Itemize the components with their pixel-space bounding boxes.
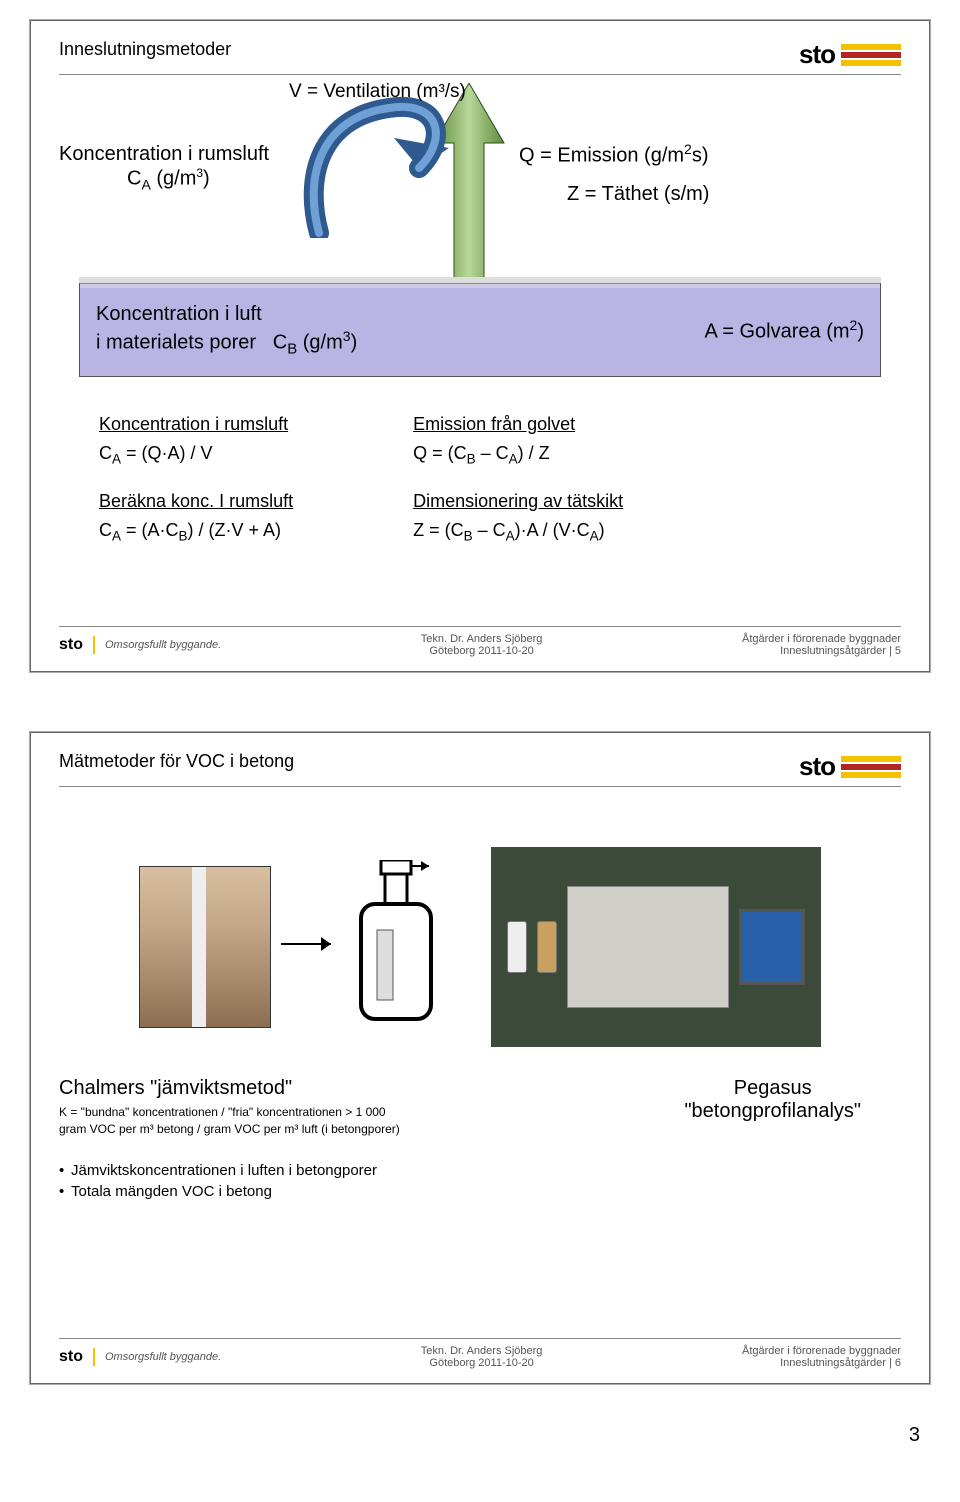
sto-logo: sto <box>799 39 901 70</box>
emission-formula: Q = Emission (g/m2s) <box>519 141 709 168</box>
logo-text: sto <box>799 39 835 70</box>
room-air-concentration: Koncentration i rumsluft CA (g/m3) <box>59 143 269 193</box>
ventilation-formula: V = Ventilation (m³/s) <box>289 81 901 103</box>
page: Inneslutningsmetoder sto V = Ventilation… <box>0 0 960 1487</box>
density-formula: Z = Täthet (s/m) <box>567 183 709 206</box>
formula-head: Dimensionering av tätskikt <box>413 488 623 515</box>
image-row <box>59 847 901 1047</box>
formula-body: CA = (A·CB) / (Z·V + A) <box>99 517 293 547</box>
formula-body: CA = (Q·A) / V <box>99 440 293 470</box>
formula-col-left: Koncentration i rumsluft CA = (Q·A) / V … <box>99 411 293 547</box>
footer-tagline: Omsorgsfullt byggande. <box>105 639 221 651</box>
formula-columns: Koncentration i rumsluft CA = (Q·A) / V … <box>99 411 901 547</box>
floor-area: A = Golvarea (m2) <box>704 317 864 344</box>
monitor-icon <box>739 909 805 985</box>
slide-title: Inneslutningsmetoder <box>59 39 231 60</box>
pegasus-method: Pegasus "betongprofilanalys" <box>684 1077 861 1123</box>
diagram: Koncentration i rumsluft CA (g/m3) Q = E… <box>59 113 901 383</box>
flask-icon <box>351 860 441 1035</box>
bullet-list: •Jämviktskoncentrationen i luften i beto… <box>59 1162 901 1200</box>
instrument-icon <box>567 886 729 1008</box>
footer-tagline: Omsorgsfullt byggande. <box>105 1351 221 1363</box>
footer-page-ref: Åtgärder i förorenade byggnader Inneslut… <box>742 1345 901 1369</box>
formula-head: Beräkna konc. I rumsluft <box>99 488 293 515</box>
formula-col-right: Emission från golvet Q = (CB – CA) / Z D… <box>413 411 623 547</box>
arrow-icon <box>281 929 341 966</box>
formula-body: Q = (CB – CA) / Z <box>413 440 623 470</box>
slide-header: Inneslutningsmetoder sto <box>59 39 901 75</box>
footer-author: Tekn. Dr. Anders Sjöberg Göteborg 2011-1… <box>421 633 543 657</box>
page-number: 3 <box>30 1424 920 1447</box>
sto-logo: sto <box>799 751 901 782</box>
slide-footer: sto Omsorgsfullt byggande. Tekn. Dr. And… <box>59 626 901 657</box>
caption-row: Chalmers "jämviktsmetod" K = "bundna" ko… <box>59 1077 901 1138</box>
concrete-sample-icon <box>139 866 271 1028</box>
footer-author: Tekn. Dr. Anders Sjöberg Göteborg 2011-1… <box>421 1345 543 1369</box>
slide-footer: sto Omsorgsfullt byggande. Tekn. Dr. And… <box>59 1338 901 1369</box>
formula-head: Koncentration i rumsluft <box>99 411 293 438</box>
material-bar: Koncentration i luft i materialets porer… <box>79 283 881 377</box>
logo-text: sto <box>799 751 835 782</box>
material-left: Koncentration i luft i materialets porer… <box>96 301 357 359</box>
slide-2: Mätmetoder för VOC i betong sto <box>30 732 930 1384</box>
chalmers-detail: K = "bundna" koncentrationen / "fria" ko… <box>59 1104 400 1138</box>
list-item: •Jämviktskoncentrationen i luften i beto… <box>59 1162 901 1179</box>
slide-1: Inneslutningsmetoder sto V = Ventilation… <box>30 20 930 672</box>
formula-head: Emission från golvet <box>413 411 623 438</box>
formula-body: Z = (CB – CA)·A / (V·CA) <box>413 517 623 547</box>
footer-divider <box>93 636 95 654</box>
footer-page-ref: Åtgärder i förorenade byggnader Inneslut… <box>742 633 901 657</box>
slide-header: Mätmetoder för VOC i betong sto <box>59 751 901 787</box>
list-item: •Totala mängden VOC i betong <box>59 1183 901 1200</box>
vials-icon <box>507 921 557 973</box>
lab-photo <box>491 847 821 1047</box>
footer-logo: sto <box>59 636 83 654</box>
logo-bars <box>841 756 901 778</box>
footer-logo: sto <box>59 1348 83 1366</box>
slide-title: Mätmetoder för VOC i betong <box>59 751 294 772</box>
chalmers-method: Chalmers "jämviktsmetod" K = "bundna" ko… <box>59 1077 400 1138</box>
footer-divider <box>93 1348 95 1366</box>
logo-bars <box>841 44 901 66</box>
